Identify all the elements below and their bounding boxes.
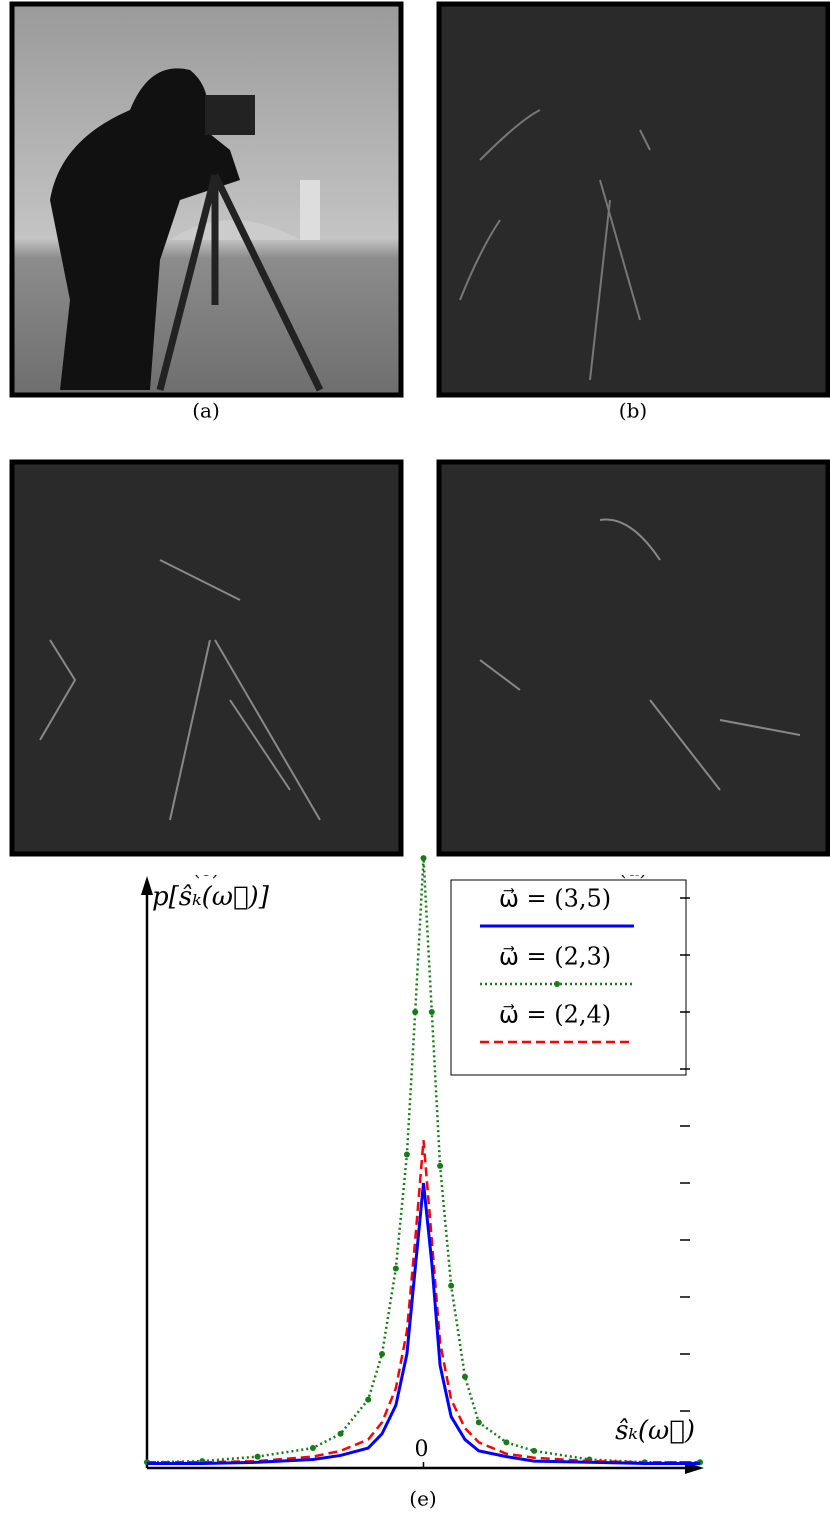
image-panel bbox=[12, 462, 401, 854]
data-point bbox=[448, 1283, 454, 1289]
data-point bbox=[404, 1152, 410, 1158]
x-tick-label: 0 bbox=[415, 1437, 429, 1462]
caption: (b) bbox=[619, 399, 647, 423]
data-point bbox=[476, 1419, 482, 1425]
data-point bbox=[379, 1351, 385, 1357]
image-panel bbox=[439, 462, 828, 854]
y-axis-label: p[ŝₖ(ω⃗)] bbox=[152, 882, 270, 912]
data-point bbox=[462, 1374, 468, 1380]
caption: (e) bbox=[409, 1487, 436, 1511]
data-point bbox=[503, 1439, 509, 1445]
data-point bbox=[310, 1445, 316, 1451]
legend-swatch-marker bbox=[554, 981, 560, 987]
data-point bbox=[338, 1431, 344, 1437]
page: (a) (b) (c) (d) p[ŝₖ(ω⃗)] ŝₖ(ω⃗) (e) 0ω⃗… bbox=[0, 0, 830, 1517]
figure: (a) (b) (c) (d) p[ŝₖ(ω⃗)] ŝₖ(ω⃗) (e) 0ω⃗… bbox=[0, 0, 830, 1517]
image-panel bbox=[12, 4, 401, 395]
legend-label: ω⃗ = (2,3) bbox=[499, 943, 611, 971]
data-point bbox=[365, 1397, 371, 1403]
legend-label: ω⃗ = (2,4) bbox=[499, 1001, 611, 1029]
data-point bbox=[393, 1266, 399, 1272]
crop bbox=[0, 859, 830, 875]
data-point bbox=[429, 1009, 435, 1015]
data-point bbox=[437, 1163, 443, 1169]
data-point bbox=[531, 1448, 537, 1454]
data-point bbox=[412, 1009, 418, 1015]
data-point bbox=[255, 1454, 261, 1460]
image-panel bbox=[439, 4, 828, 395]
caption: (a) bbox=[192, 399, 220, 423]
data-point bbox=[421, 855, 427, 861]
legend-label: ω⃗ = (3,5) bbox=[499, 885, 611, 913]
x-axis-label: ŝₖ(ω⃗) bbox=[615, 1416, 695, 1446]
